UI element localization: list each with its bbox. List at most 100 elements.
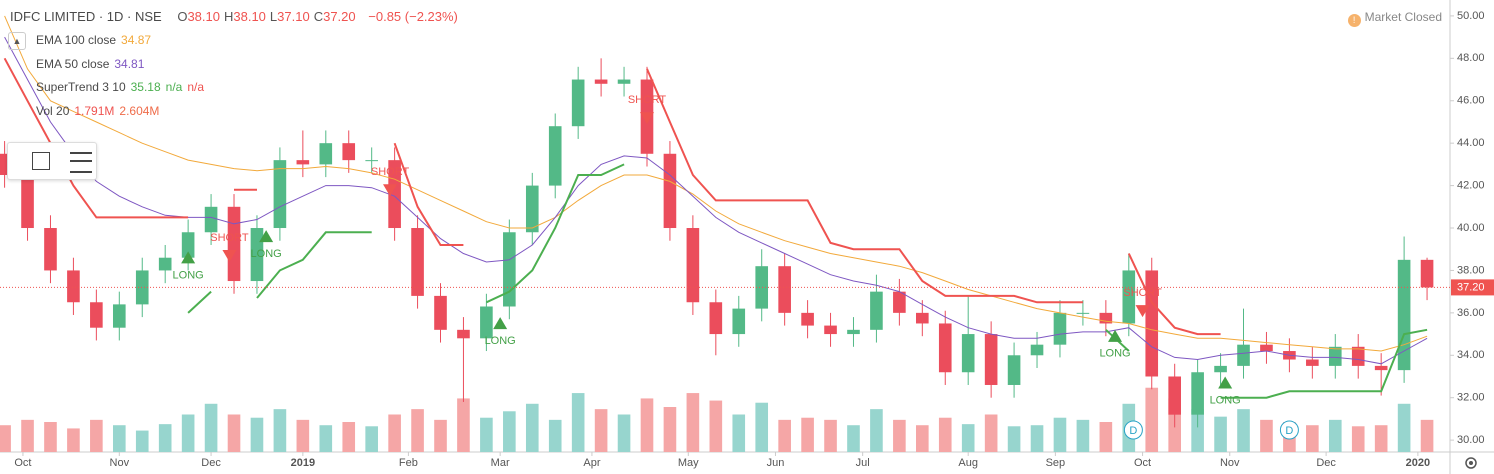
- signal-label: LONG: [173, 269, 204, 281]
- last-price-label: 37.20: [1457, 281, 1485, 293]
- ohlc-label: L: [269, 9, 278, 24]
- candle-body: [594, 79, 608, 84]
- volume-bar: [250, 417, 264, 452]
- signal-label: SHORT: [628, 94, 667, 106]
- volume-bar: [1397, 403, 1411, 452]
- candle-body: [457, 329, 470, 339]
- symbol: IDFC LIMITED · 1D · NSE: [10, 9, 162, 24]
- indicator-value: 1.791M: [74, 103, 115, 118]
- candle-body: [961, 334, 975, 373]
- x-tick-label: Sep: [1046, 457, 1066, 469]
- volume-bar: [1420, 419, 1434, 452]
- settings-tool[interactable]: [70, 152, 92, 173]
- x-tick-label: Oct: [1134, 457, 1151, 469]
- volume-bar: [319, 425, 333, 452]
- x-tick-label: 2020: [1406, 457, 1430, 469]
- volume-bar: [112, 425, 126, 452]
- volume-bar: [480, 417, 493, 452]
- candle-body: [847, 329, 860, 335]
- indicator-row: EMA 100 close 34.87: [36, 33, 156, 47]
- candle-body: [1214, 365, 1227, 373]
- volume-bar: [755, 402, 769, 452]
- volume-bar: [1076, 419, 1090, 452]
- candle-body: [617, 79, 631, 84]
- signal-arrow: [1108, 329, 1123, 342]
- volume-bar: [0, 425, 11, 452]
- volume-bar: [801, 417, 814, 452]
- volume-bar: [1099, 422, 1113, 452]
- x-tick-label: Feb: [399, 457, 418, 469]
- signal-label: SHORT: [371, 166, 410, 178]
- candle-body: [1191, 372, 1204, 415]
- dividend-marker: [1123, 420, 1143, 440]
- volume-bar: [67, 428, 80, 452]
- volume-bar: [342, 422, 356, 452]
- y-tick-label: 32.00: [1457, 392, 1485, 404]
- y-tick-label: 44.00: [1457, 137, 1485, 149]
- signal-arrow: [259, 230, 274, 243]
- drawing-toolbox: [7, 142, 97, 180]
- x-tick-label: 2019: [291, 457, 315, 469]
- y-tick-label: 36.00: [1457, 307, 1485, 319]
- candle-body: [1260, 344, 1273, 352]
- volume-bar: [1351, 426, 1365, 452]
- volume-bar: [525, 403, 539, 452]
- volume-bar: [778, 419, 791, 452]
- x-tick-label: May: [678, 457, 699, 469]
- signal-label: LONG: [1099, 348, 1130, 360]
- volume-bar: [434, 419, 447, 452]
- x-tick-label: Apr: [583, 457, 600, 469]
- volume-bar: [916, 425, 929, 452]
- settings-gear[interactable]: [1465, 457, 1477, 469]
- volume-bar: [90, 419, 103, 452]
- y-tick-label: 34.00: [1457, 349, 1485, 361]
- candle-body: [1420, 259, 1434, 288]
- volume-bar: [893, 419, 906, 452]
- candle-body: [870, 291, 883, 330]
- indicator-value: n/a: [187, 80, 205, 94]
- volume-bar: [1007, 426, 1021, 452]
- candle-body: [296, 160, 310, 165]
- candle-body: [135, 270, 149, 305]
- candle-body: [365, 160, 378, 162]
- volume-bar: [961, 424, 975, 452]
- volume-bar: [640, 398, 654, 452]
- change: −0.85 (−2.23%): [368, 9, 458, 24]
- legend-collapse[interactable]: ▲: [8, 32, 26, 50]
- candle-body: [916, 312, 929, 324]
- volume-bar: [1145, 387, 1159, 452]
- dividend-label: D: [1129, 425, 1137, 437]
- candle-body: [984, 334, 998, 385]
- x-tick-label: Oct: [14, 457, 31, 469]
- indicator-row: Vol 20 1.791M 2.604M: [36, 104, 164, 118]
- ohlc: O38.10 H38.10 L37.10 C37.20: [177, 9, 359, 24]
- candle-body: [824, 325, 837, 335]
- volume-bar: [411, 409, 424, 452]
- volume-bar: [1053, 417, 1067, 452]
- volume-bar: [1260, 419, 1273, 452]
- volume-bar: [938, 417, 952, 452]
- signal-arrow: [639, 112, 654, 125]
- indicator-value: 34.81: [114, 56, 145, 71]
- volume-bar: [686, 393, 700, 452]
- signal-arrow: [222, 249, 237, 262]
- candle-body: [503, 232, 516, 307]
- candle-body: [112, 304, 126, 328]
- indicator-name: SuperTrend 3 10: [36, 80, 126, 94]
- volume-bar: [663, 407, 677, 452]
- x-tick-label: Aug: [958, 457, 978, 469]
- volume-bar: [1191, 409, 1204, 452]
- candle-body: [90, 302, 103, 328]
- rect-tool[interactable]: [32, 152, 50, 170]
- x-tick-label: Nov: [110, 457, 130, 469]
- candle-body: [181, 232, 195, 258]
- volume-bar: [204, 403, 218, 452]
- candle-body: [480, 306, 493, 339]
- x-tick-label: Mar: [491, 457, 510, 469]
- dividend-marker: [1279, 420, 1299, 440]
- candle-body: [434, 295, 447, 330]
- volume-bar: [44, 422, 57, 452]
- x-tick-label: Nov: [1220, 457, 1240, 469]
- candle-body: [273, 160, 287, 229]
- candle-body: [44, 228, 57, 271]
